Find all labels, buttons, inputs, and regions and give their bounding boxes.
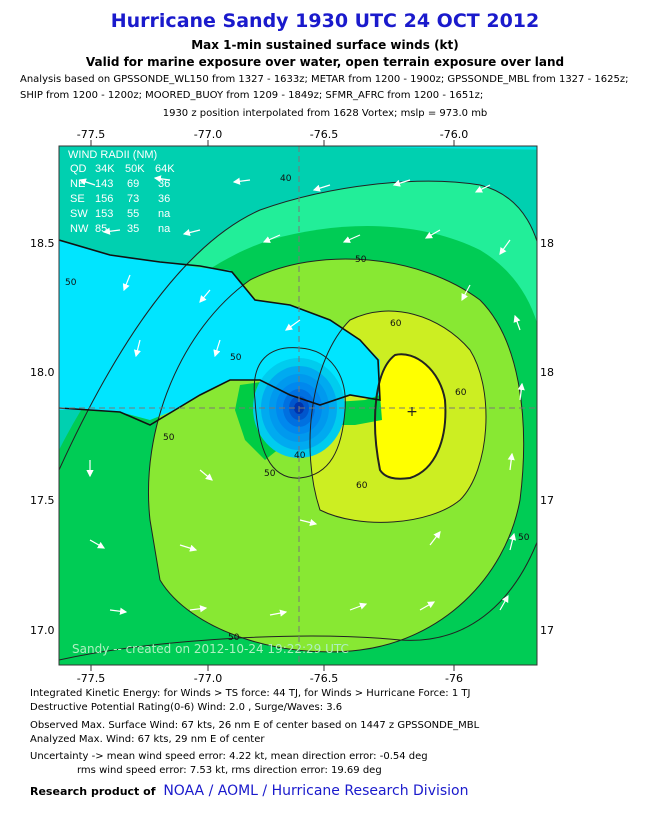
position-info: 1930 z position interpolated from 1628 V… (162, 108, 488, 119)
contour-label: 50 (230, 353, 242, 363)
lon-tick-top: -77.5 (77, 128, 105, 141)
contour-label-group: 40 50 50 60 60 50 40 50 60 50 50 50 (65, 174, 530, 643)
lat-tick-left: 18.5 (30, 237, 55, 250)
wind-radii-header: QD (70, 163, 87, 175)
wind-radii-cell: 36 (158, 193, 170, 205)
wind-radii-cell: 153 (95, 208, 113, 220)
wind-radii-cell: 69 (127, 178, 139, 190)
uncertainty-line2: rms wind speed error: 7.53 kt, rms direc… (77, 765, 382, 776)
analysis-sources-line2: SHIP from 1200 - 1200z; MOORED_BUOY from… (20, 90, 484, 101)
axis-labels: -77.5 -77.0 -76.5 -76.0 -77.5 -77.0 -76.… (30, 128, 554, 685)
wind-radii-cell: 36 (158, 178, 170, 190)
wind-radii-cell: na (158, 223, 171, 235)
lat-tick-left: 17.5 (30, 494, 55, 507)
wind-radii-cell: NW (70, 223, 89, 235)
contour-label: 60 (356, 481, 368, 491)
lon-tick-bottom: -77.0 (194, 672, 222, 685)
analyzed-max-wind: Analyzed Max. Wind: 67 kts, 29 nm E of c… (30, 734, 265, 745)
contour-label: 50 (518, 533, 530, 543)
band-yellow-max (375, 354, 446, 479)
wind-vectors (78, 175, 525, 617)
wind-radii-cell: 55 (127, 208, 139, 220)
wind-radii-cell: SE (70, 193, 85, 205)
analysis-sources-line1: Analysis based on GPSSONDE_WL150 from 13… (20, 74, 629, 85)
wind-radii-title: WIND RADII (NM) (68, 149, 157, 161)
created-watermark: Sandy -- created on 2012-10-24 19:22:29 … (72, 642, 349, 656)
subtitle-exposure: Valid for marine exposure over water, op… (85, 55, 565, 69)
map-plot-area: + (59, 146, 537, 665)
dpr-info: Destructive Potential Rating(0-6) Wind: … (30, 702, 343, 713)
wind-radii-header: 34K (95, 163, 115, 175)
wind-radii-cell: NE (70, 178, 85, 190)
contour-label: 50 (355, 255, 367, 265)
contour-label: 50 (163, 433, 175, 443)
chart-title: Hurricane Sandy 1930 UTC 24 OCT 2012 (110, 10, 540, 32)
observed-max-wind: Observed Max. Surface Wind: 67 kts, 26 n… (30, 720, 480, 731)
wind-radii-cell: 73 (127, 193, 139, 205)
contour-label: 40 (280, 174, 292, 184)
wind-radii-cell: na (158, 208, 171, 220)
subtitle-winds: Max 1-min sustained surface winds (kt) (191, 38, 459, 52)
lat-tick-left: 18.0 (30, 366, 55, 379)
lon-tick-top: -76.0 (440, 128, 468, 141)
ike-info: Integrated Kinetic Energy: for Winds > T… (30, 688, 471, 699)
wind-radii-cell: 35 (127, 223, 139, 235)
contour-label: 40 (294, 451, 306, 461)
lat-tick-left: 17.0 (30, 624, 55, 637)
lon-tick-bottom: -76 (445, 672, 463, 685)
contour-label: 50 (228, 633, 240, 643)
credit-line: Research product of NOAA / AOML / Hurric… (30, 783, 468, 799)
map-frame (58, 145, 538, 666)
uncertainty-line1: Uncertainty -> mean wind speed error: 4.… (30, 751, 428, 762)
contour-label: 60 (390, 319, 402, 329)
wind-radii-table: WIND RADII (NM) QD 34K 50K 64K NE 143 69… (68, 149, 175, 235)
lat-tick-right: 18 (540, 366, 554, 379)
coastline (59, 239, 381, 426)
max-wind-marker: + (406, 404, 418, 420)
axis-ticks (90, 140, 455, 671)
credit-prefix: Research product of (30, 785, 156, 798)
lon-tick-top: -77.0 (194, 128, 222, 141)
lat-tick-right: 17 (540, 494, 554, 507)
wind-radii-cell: 143 (95, 178, 113, 190)
wind-radii-cell: 156 (95, 193, 113, 205)
lat-tick-right: 17 (540, 624, 554, 637)
credit-org-link[interactable]: NOAA / AOML / Hurricane Research Divisio… (163, 783, 469, 799)
lat-tick-right: 18 (540, 237, 554, 250)
contour-label: 50 (264, 469, 276, 479)
lon-tick-bottom: -76.5 (310, 672, 338, 685)
wind-radii-header: 64K (155, 163, 175, 175)
wind-radii-cell: SW (70, 208, 88, 220)
wind-radii-cell: 85 (95, 223, 107, 235)
wind-radii-header: 50K (125, 163, 145, 175)
contour-label: 50 (65, 278, 77, 288)
lon-tick-bottom: -77.5 (77, 672, 105, 685)
contour-label: 60 (455, 388, 467, 398)
lon-tick-top: -76.5 (310, 128, 338, 141)
